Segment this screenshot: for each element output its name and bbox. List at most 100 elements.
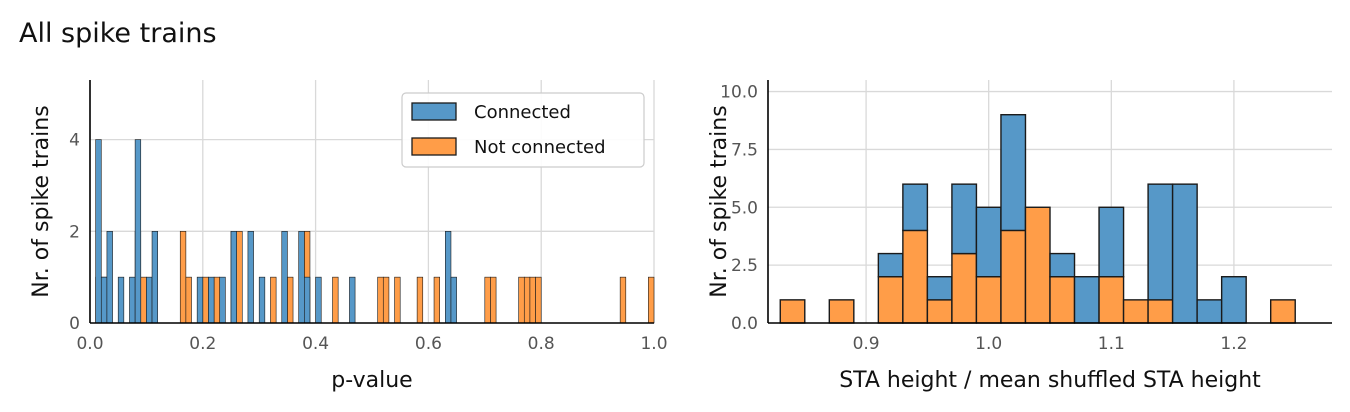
legend-box bbox=[401, 92, 645, 168]
connected-bar bbox=[877, 252, 904, 278]
y-tick-label: 4 bbox=[69, 131, 80, 151]
y-tick-label: 7.5 bbox=[731, 140, 758, 160]
not-connected-bar bbox=[377, 276, 384, 324]
connected-bar bbox=[208, 276, 215, 324]
not-connected-bar bbox=[619, 276, 627, 324]
y-tick-label: 2 bbox=[69, 222, 80, 242]
y-axis-label: Nr. of spike trains bbox=[29, 105, 54, 297]
y-tick-label: 0 bbox=[69, 314, 80, 334]
x-tick-label: 0.6 bbox=[415, 334, 442, 354]
connected-bar bbox=[1147, 183, 1174, 301]
connected-bar bbox=[129, 276, 136, 324]
not-connected-bar bbox=[179, 231, 187, 324]
connected-bar bbox=[1220, 276, 1247, 324]
connected-bar bbox=[304, 276, 311, 324]
x-tick-label: 1.0 bbox=[640, 334, 667, 354]
not-connected-bar bbox=[433, 276, 440, 324]
connected-bar bbox=[926, 276, 953, 301]
x-tick-label: 0.9 bbox=[853, 334, 880, 354]
connected-bar bbox=[258, 276, 266, 324]
histogram-bars bbox=[95, 139, 655, 324]
connected-bar bbox=[196, 276, 204, 324]
connected-bar bbox=[975, 206, 1002, 278]
x-tick-label: 1.2 bbox=[1220, 334, 1247, 354]
not-connected-bar bbox=[213, 276, 221, 324]
not-connected-bar bbox=[648, 276, 655, 324]
x-tick-label: 1.0 bbox=[975, 334, 1002, 354]
connected-bar bbox=[450, 276, 457, 324]
connected-bar bbox=[247, 231, 254, 324]
not-connected-bar bbox=[529, 276, 536, 324]
connected-bar bbox=[146, 276, 153, 324]
legend: Connected Not connected bbox=[401, 92, 645, 168]
x-tick-label: 0.2 bbox=[189, 334, 216, 354]
y-tick-label: 0.0 bbox=[731, 314, 758, 334]
not-connected-bar bbox=[1147, 299, 1174, 324]
not-connected-bar bbox=[270, 276, 277, 324]
y-tick-label: 10.0 bbox=[720, 83, 758, 103]
connected-bar bbox=[1000, 114, 1027, 232]
not-connected-bar bbox=[185, 276, 192, 324]
connected-bar bbox=[902, 183, 929, 232]
connected-bar bbox=[219, 276, 226, 324]
not-connected-bar bbox=[332, 276, 339, 324]
not-connected-bar bbox=[902, 229, 929, 324]
not-connected-bar bbox=[484, 276, 491, 324]
connected-bar bbox=[281, 231, 288, 324]
y-tick-label: 5.0 bbox=[731, 198, 758, 218]
not-connected-bar bbox=[490, 276, 497, 324]
connected-bar bbox=[117, 276, 125, 324]
x-tick-label: 0.8 bbox=[528, 334, 555, 354]
not-connected-bar bbox=[1269, 299, 1296, 324]
not-connected-bar bbox=[951, 252, 978, 324]
connected-bar bbox=[315, 276, 322, 324]
connected-bar bbox=[445, 231, 452, 324]
connected-bar bbox=[1171, 183, 1198, 324]
legend-label: Connected bbox=[474, 102, 571, 123]
not-connected-bar bbox=[1024, 206, 1051, 324]
not-connected-bar bbox=[1000, 229, 1027, 324]
pvalue-histogram: 0.0 0.2 0.4 0.6 0.8 1.0 0 2 4 p-value Nr. of spike… bbox=[29, 80, 668, 393]
not-connected-bar bbox=[523, 276, 531, 324]
not-connected-bar bbox=[382, 276, 390, 324]
not-connected-bar bbox=[926, 299, 953, 324]
connected-bar bbox=[230, 231, 237, 324]
connected-bar bbox=[106, 231, 113, 324]
connected-bar bbox=[951, 183, 978, 255]
sta-ratio-histogram: 0.9 1.0 1.1 1.2 0.0 2.5 5.0 7.5 10.0 STA height /… bbox=[707, 80, 1332, 393]
connected-bar bbox=[134, 139, 142, 324]
connected-bar bbox=[349, 276, 356, 324]
not-connected-bar bbox=[236, 231, 243, 324]
connected-bar bbox=[1049, 252, 1076, 278]
connected-bar bbox=[1196, 299, 1223, 324]
not-connected-bar bbox=[518, 276, 525, 324]
x-tick-label: 0.0 bbox=[76, 334, 103, 354]
not-connected-bar bbox=[394, 276, 401, 324]
not-connected-bar bbox=[975, 276, 1002, 324]
x-axis-label: STA height / mean shuffled STA height bbox=[839, 368, 1261, 393]
figure-title: All spike trains bbox=[19, 18, 217, 49]
not-connected-bar bbox=[202, 276, 209, 324]
connected-bar bbox=[151, 231, 158, 324]
connected-bar bbox=[1073, 276, 1100, 324]
y-tick-label: 2.5 bbox=[731, 256, 758, 276]
x-tick-label: 0.4 bbox=[302, 334, 329, 354]
legend-label: Not connected bbox=[474, 137, 606, 158]
not-connected-bar bbox=[779, 299, 806, 324]
connected-bar bbox=[1098, 206, 1125, 278]
not-connected-bar bbox=[535, 276, 542, 324]
x-axis-label: p-value bbox=[331, 368, 412, 393]
not-connected-bar bbox=[287, 276, 294, 324]
not-connected-bar bbox=[828, 299, 855, 324]
not-connected-bar bbox=[1122, 299, 1149, 324]
not-connected-bar bbox=[416, 276, 424, 324]
y-axis-label: Nr. of spike trains bbox=[707, 105, 732, 297]
connected-bar bbox=[298, 231, 305, 324]
not-connected-legend-swatch bbox=[411, 137, 457, 156]
not-connected-bar bbox=[877, 276, 904, 324]
connected-bar bbox=[95, 139, 102, 324]
not-connected-bar bbox=[1049, 276, 1076, 324]
not-connected-bar bbox=[1098, 276, 1125, 324]
connected-bar bbox=[100, 276, 108, 324]
